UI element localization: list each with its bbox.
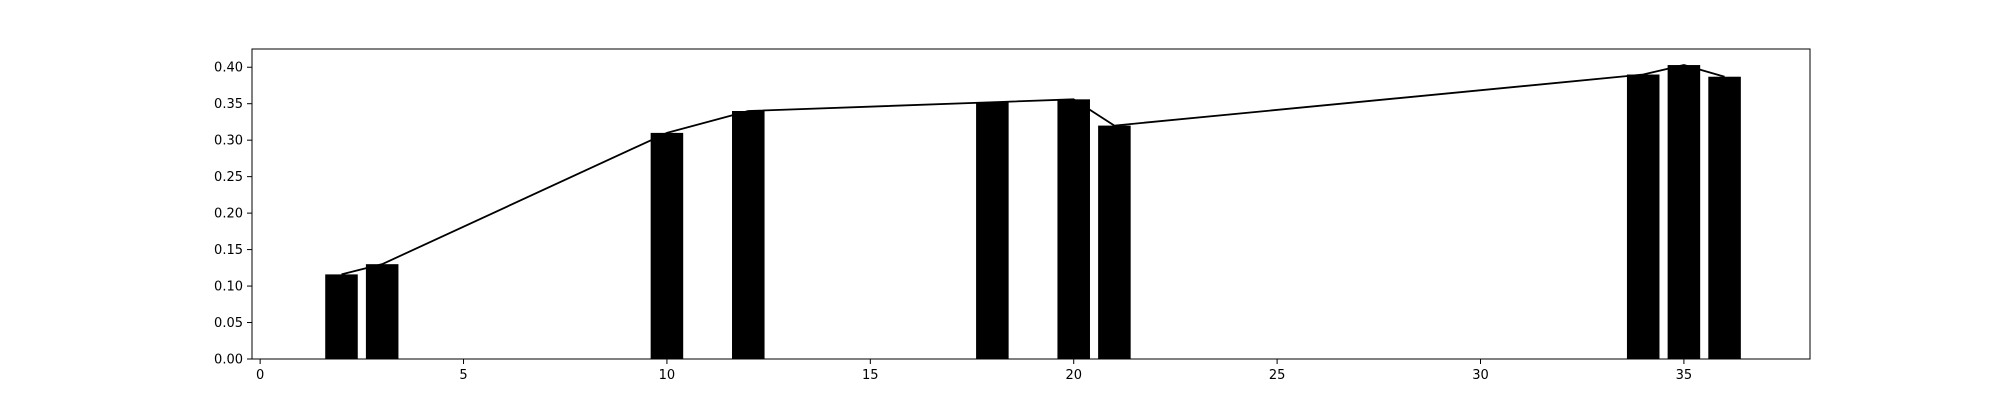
x-tick-label-3: 15: [862, 368, 879, 383]
bar-4: [976, 102, 1009, 359]
y-tick-label-0: 0.00: [214, 353, 243, 368]
x-tick-label-7: 35: [1676, 368, 1693, 383]
x-tick-label-6: 30: [1472, 368, 1489, 383]
bar-9: [1708, 76, 1741, 359]
x-tick-label-1: 5: [459, 368, 467, 383]
y-tick-label-5: 0.25: [214, 170, 243, 185]
axes-layer: 0 5 10 15 20 25 30 35 0.00 0.05 0.10 0.15 0.20 0.25 0.…: [214, 48, 1811, 383]
bar-5: [1057, 99, 1090, 360]
x-tick-label-4: 20: [1065, 368, 1082, 383]
line-layer: [341, 64, 1725, 276]
y-tick-label-6: 0.30: [214, 134, 243, 149]
bar-0: [325, 274, 358, 359]
y-tick-label-4: 0.20: [214, 207, 243, 222]
bars-layer: [325, 65, 1741, 360]
line-series: [341, 64, 1725, 276]
y-tick-label-2: 0.10: [214, 280, 243, 295]
y-tick-label-3: 0.15: [214, 243, 243, 258]
y-tick-label-8: 0.40: [214, 61, 243, 76]
x-tick-label-0: 0: [256, 368, 264, 383]
bar-3: [732, 111, 765, 359]
bar-8: [1667, 65, 1701, 359]
bar-2: [650, 132, 684, 359]
bar-7: [1626, 74, 1660, 359]
bar-6: [1098, 125, 1131, 360]
x-tick-label-2: 10: [659, 368, 676, 383]
y-tick-label-1: 0.05: [214, 316, 243, 331]
y-tick-label-7: 0.35: [214, 97, 243, 112]
plot-frame: [251, 48, 1811, 360]
bar-1: [365, 264, 399, 359]
x-tick-label-5: 25: [1269, 368, 1286, 383]
